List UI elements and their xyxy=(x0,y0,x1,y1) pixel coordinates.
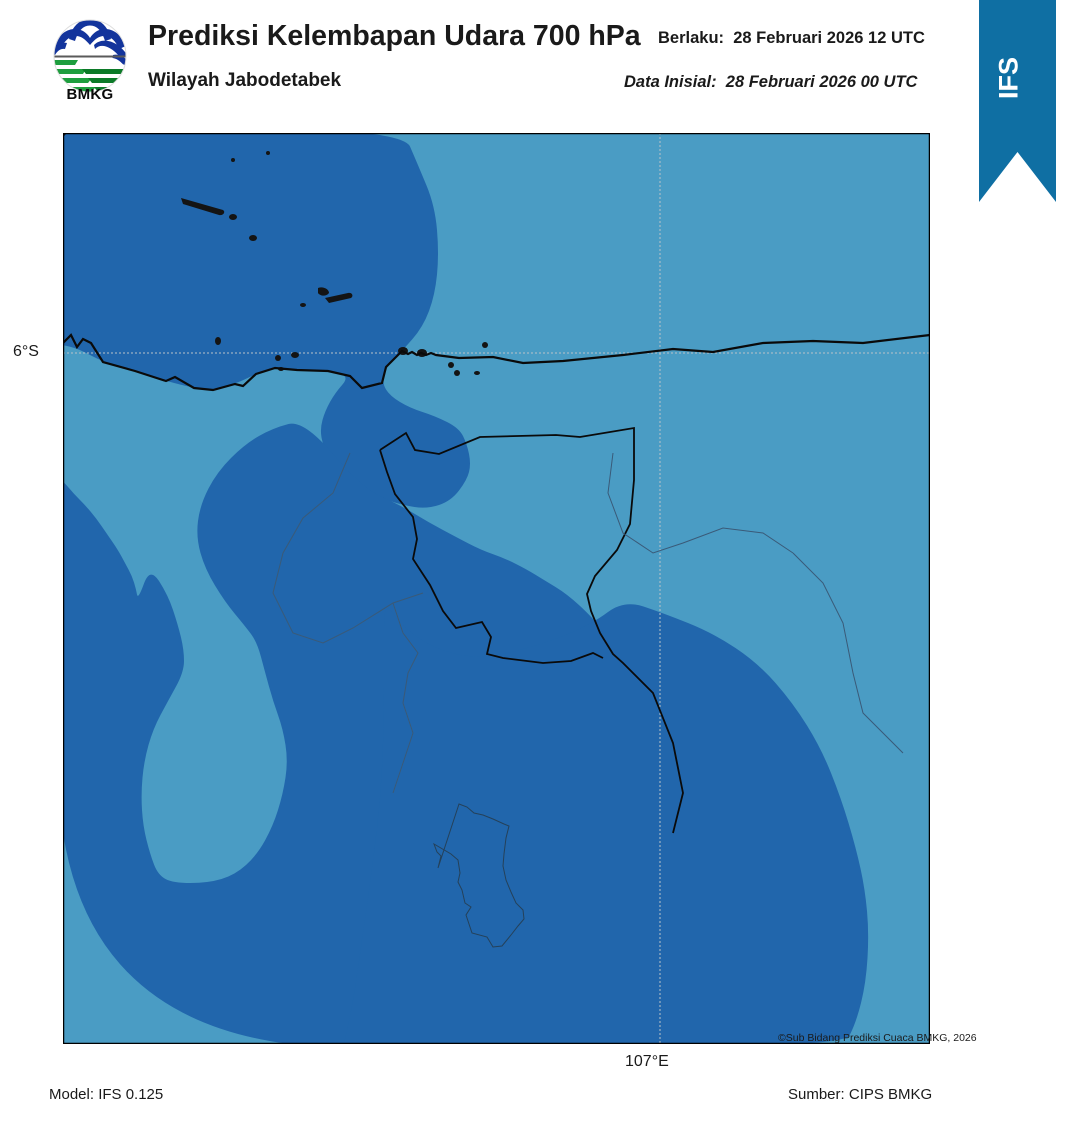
svg-text:IFS: IFS xyxy=(994,57,1024,99)
